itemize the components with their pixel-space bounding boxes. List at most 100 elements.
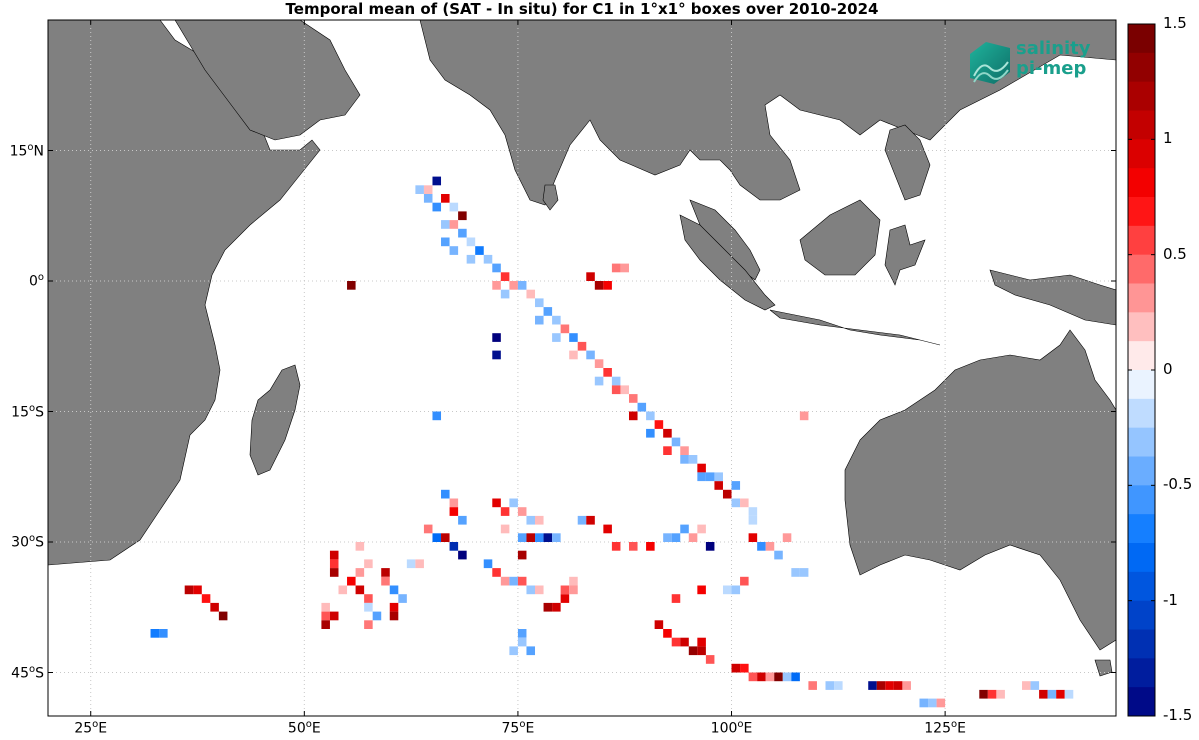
data-cell: [364, 620, 373, 629]
colorbar-swatch: [1128, 341, 1155, 371]
data-cell: [193, 585, 202, 595]
data-cell: [500, 576, 510, 586]
data-cell: [620, 263, 629, 273]
data-cell: [611, 263, 621, 273]
colorbar-swatch: [1128, 687, 1155, 717]
data-cell: [671, 533, 681, 542]
colorbar-swatch: [1128, 427, 1155, 457]
logo-icon: [970, 42, 1010, 84]
data-cell: [748, 515, 758, 525]
data-cell: [517, 507, 527, 516]
y-tick-label: 15oS: [11, 402, 44, 421]
data-cell: [577, 341, 587, 351]
data-cell: [347, 281, 356, 290]
colorbar-swatch: [1128, 370, 1155, 400]
data-cell: [603, 524, 612, 534]
data-cell: [782, 672, 792, 682]
data-cell: [441, 220, 450, 229]
y-tick-label: 30oS: [11, 533, 44, 551]
data-cell: [423, 185, 433, 194]
data-cell: [364, 594, 373, 603]
data-cell: [492, 498, 501, 508]
data-cell: [526, 515, 536, 525]
data-cell: [979, 689, 988, 699]
data-cell: [458, 228, 467, 238]
data-cell: [552, 533, 561, 542]
data-cell: [517, 629, 527, 638]
data-cell: [441, 194, 450, 203]
data-cell: [611, 376, 621, 386]
data-cell: [535, 298, 544, 308]
data-cell: [748, 507, 758, 516]
data-cell: [500, 507, 510, 516]
data-cell: [791, 568, 800, 577]
data-cell: [475, 246, 484, 255]
map-title: Temporal mean of (SAT - In situ) for C1 …: [285, 0, 879, 18]
data-cell: [603, 281, 612, 290]
philippines-land: [884, 124, 931, 201]
data-cell: [466, 254, 476, 264]
data-cell: [740, 663, 749, 673]
australia-land: [844, 329, 1116, 651]
colorbar-tick-label: 1: [1163, 129, 1173, 148]
data-cell: [936, 698, 946, 708]
data-cell: [765, 542, 775, 551]
data-cell: [688, 455, 698, 464]
data-cell: [603, 368, 612, 377]
data-cell: [765, 672, 775, 682]
data-cell: [535, 515, 544, 525]
borneo-land: [799, 199, 881, 276]
data-cell: [1090, 716, 1099, 725]
data-cell: [449, 542, 459, 551]
colorbar-swatch: [1128, 398, 1155, 429]
data-cell: [680, 446, 689, 455]
data-cell: [697, 463, 706, 473]
data-cell: [560, 585, 570, 595]
colorbar-tick-label: 0.5: [1163, 244, 1187, 263]
data-cell: [552, 333, 561, 342]
data-cell: [996, 689, 1005, 699]
x-tick-label: 75oE: [501, 719, 535, 737]
data-cells-layer: [150, 176, 1099, 725]
data-cell: [338, 585, 348, 595]
data-cell: [552, 602, 561, 612]
sulawesi-land: [884, 224, 926, 286]
data-cell: [774, 550, 783, 560]
data-cell: [458, 515, 467, 525]
data-cell: [594, 281, 604, 290]
data-cell: [543, 602, 553, 612]
data-cell: [637, 402, 647, 412]
data-cell: [688, 533, 698, 542]
data-cell: [748, 672, 758, 682]
salinity-pimep-logo: salinity pi-mep: [968, 38, 1098, 88]
data-cell: [671, 594, 681, 603]
data-cell: [483, 559, 493, 569]
data-cell: [902, 681, 911, 690]
data-cell: [782, 533, 792, 542]
data-cell: [663, 533, 672, 542]
data-cell: [569, 576, 578, 586]
data-cell: [799, 411, 809, 421]
data-cell: [705, 655, 715, 664]
data-cell: [586, 515, 595, 525]
data-cell: [347, 576, 356, 586]
data-cell: [441, 489, 450, 499]
data-cell: [620, 385, 629, 395]
data-cell: [586, 350, 595, 360]
data-cell: [987, 689, 997, 699]
data-cell: [398, 594, 407, 603]
data-cell: [825, 681, 835, 690]
data-cell: [731, 481, 741, 490]
data-cell: [449, 498, 459, 508]
data-cell: [150, 629, 160, 638]
data-cell: [329, 550, 339, 560]
data-cell: [1056, 689, 1065, 699]
colorbar-swatch: [1128, 52, 1155, 83]
data-cell: [389, 602, 399, 612]
colorbar-swatch: [1128, 197, 1155, 227]
data-cell: [415, 185, 424, 194]
x-tick-label: 25oE: [74, 719, 108, 737]
data-cell: [458, 550, 467, 560]
colorbar-swatch: [1128, 629, 1155, 659]
